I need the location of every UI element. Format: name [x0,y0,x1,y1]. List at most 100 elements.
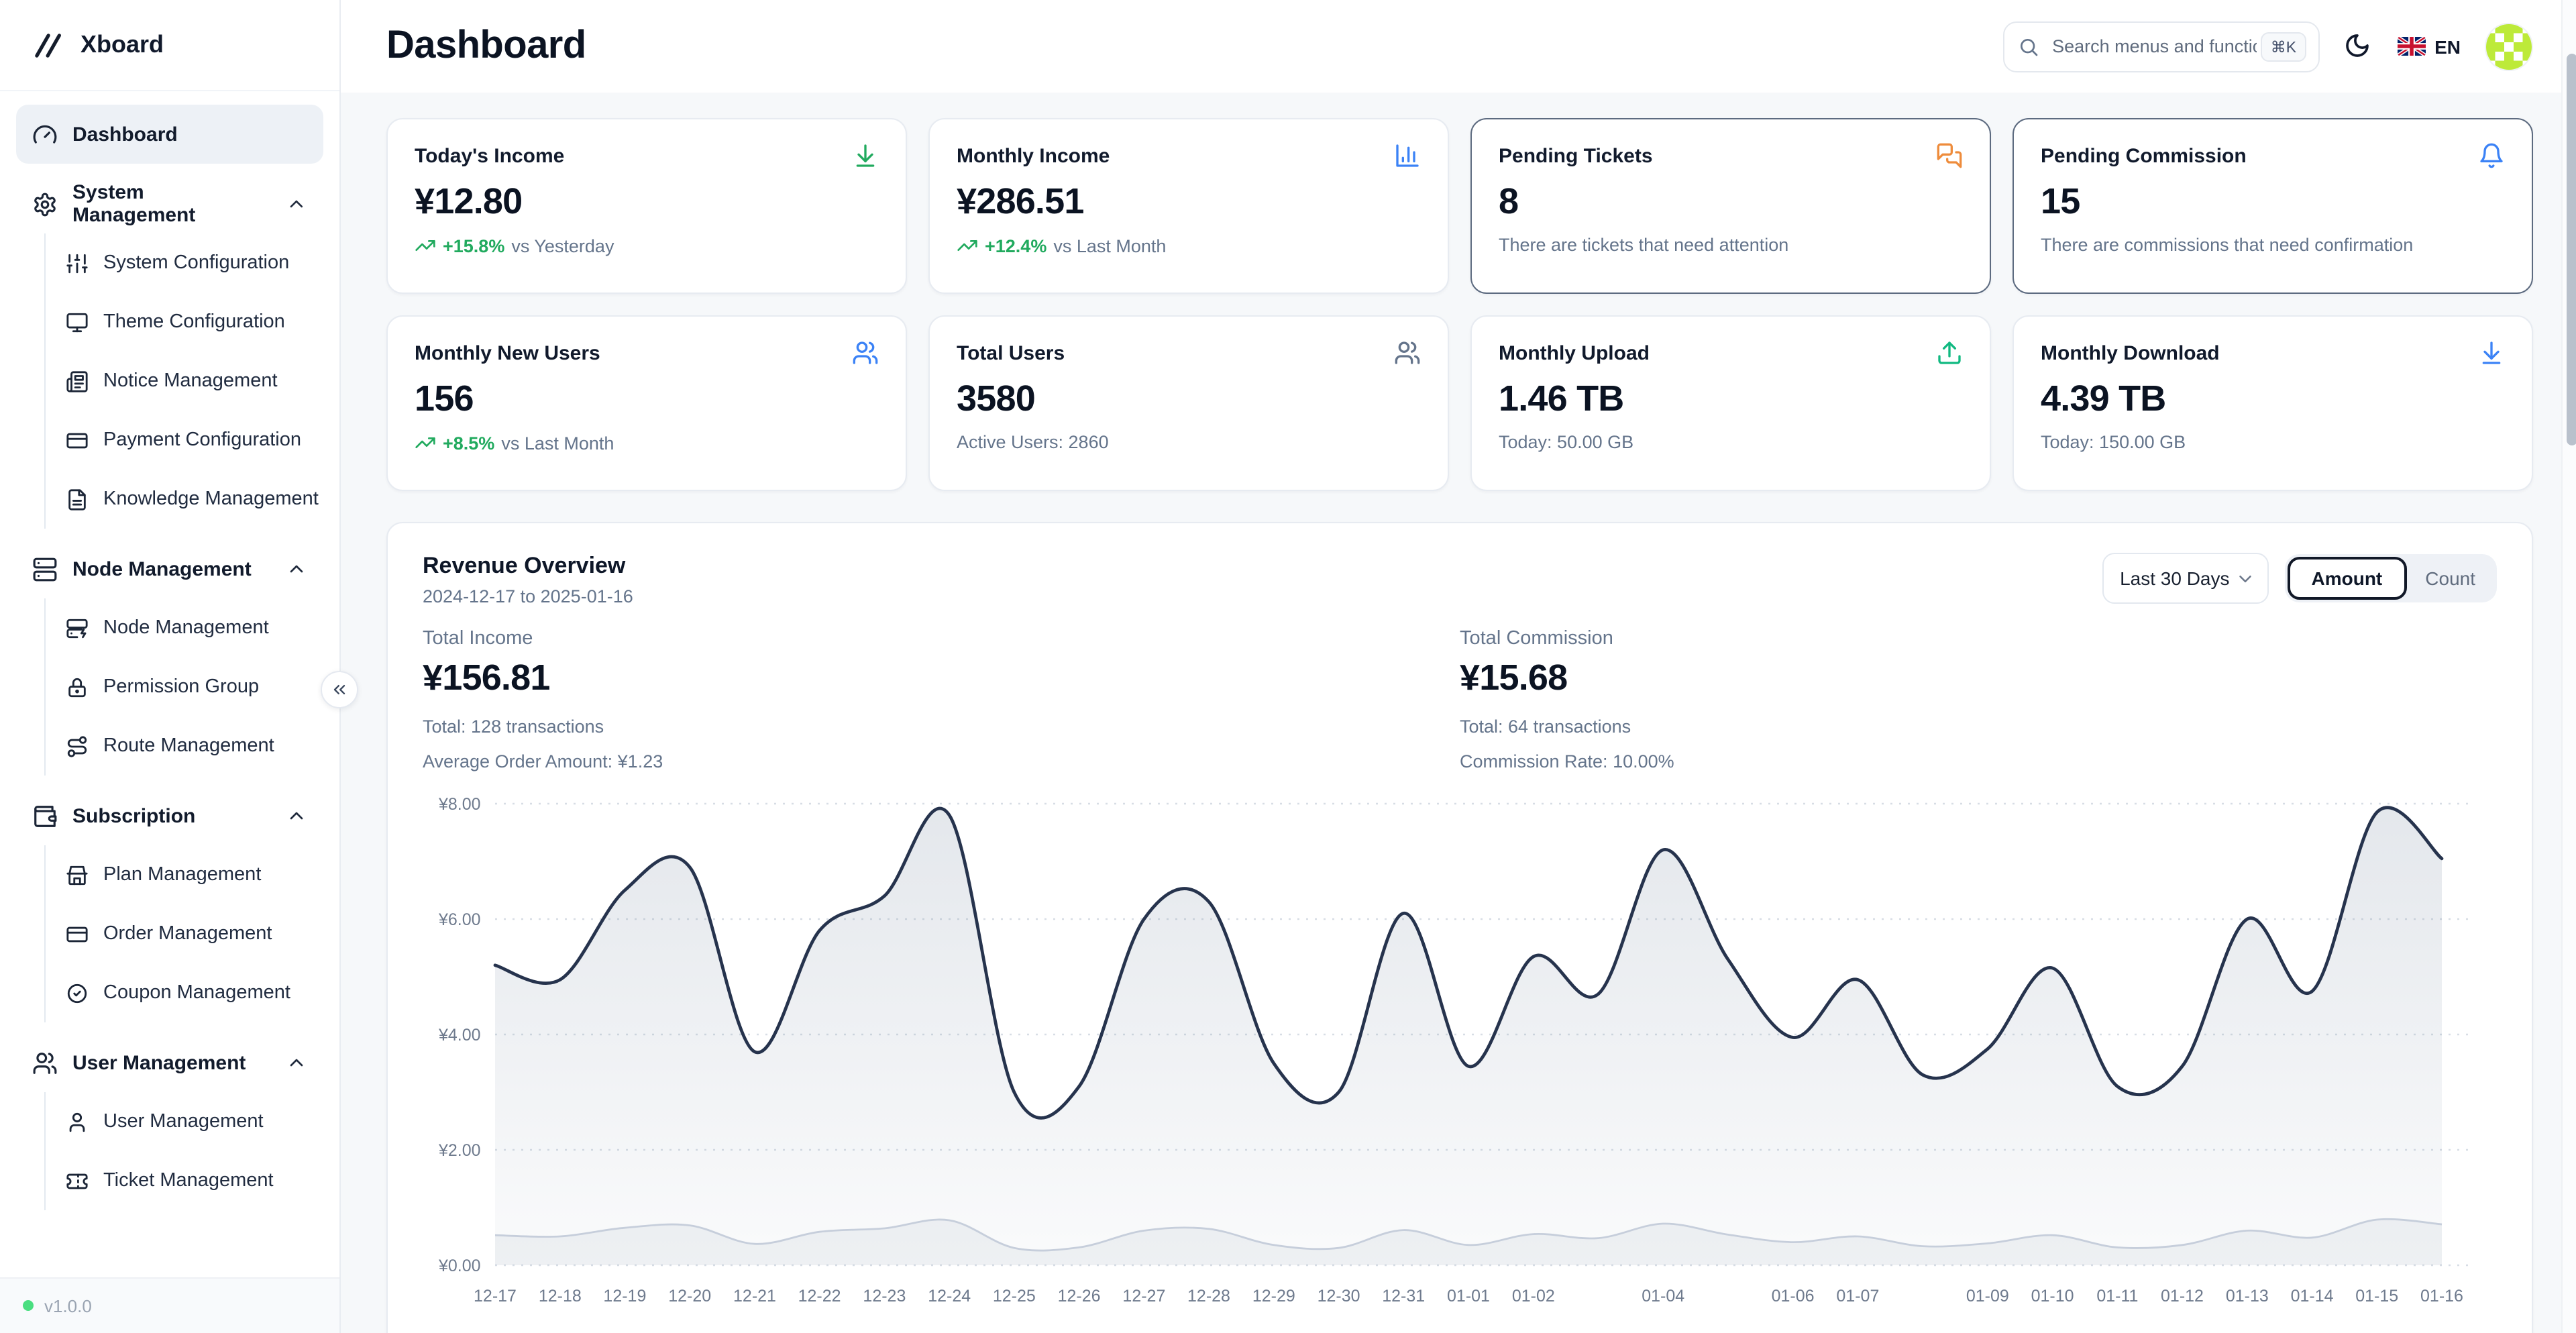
sidebar-item-node-management[interactable]: Node Management [46,598,323,657]
stat-card-monthly-upload: Monthly Upload 1.46 TB Today: 50.00 GB [1470,315,1991,491]
revenue-date-range: 2024-12-17 to 2025-01-16 [423,586,633,606]
app-name: Xboard [80,31,164,58]
stat-card-monthly-new-users: Monthly New Users 156 +8.5% vs Last Mont… [386,315,907,491]
trending-up-icon [415,235,436,256]
stat-card-value: 15 [2041,181,2080,221]
sidebar: Xboard Dashboard System Management Syste… [0,0,358,1333]
ticket-icon [66,1169,89,1192]
stat-card-title: Monthly Upload [1499,342,1650,365]
svg-text:12-22: 12-22 [798,1287,841,1305]
sidebar-collapse-button[interactable] [321,671,358,708]
total-commission-block: Total Commission ¥15.68 Total: 64 transa… [1460,628,2497,780]
upload-icon [1936,339,1963,366]
stat-card-title: Monthly Download [2041,342,2220,365]
stat-card-value: 3580 [957,378,1036,419]
total-income-block: Total Income ¥156.81 Total: 128 transact… [423,628,1460,780]
stat-card-title: Today's Income [415,145,565,168]
svg-text:¥6.00: ¥6.00 [438,910,481,929]
sidebar-group-user-management: User Management User Management Ticket M… [16,1033,323,1210]
svg-text:01-16: 01-16 [2420,1287,2463,1305]
sidebar-item-dashboard[interactable]: Dashboard [16,105,323,164]
sidebar-item-label: Dashboard [72,123,178,146]
trend-note: vs Yesterday [511,235,614,256]
sidebar-item-ticket-management[interactable]: Ticket Management [46,1151,323,1210]
count-toggle-button[interactable]: Count [2406,557,2494,600]
lock-icon [66,676,89,698]
stat-card-value: 8 [1499,181,1519,221]
sidebar-item-system-management[interactable]: System Management [16,174,323,233]
avatar[interactable] [2485,22,2533,70]
stat-card-pending-commission[interactable]: Pending Commission 15 There are commissi… [2012,118,2533,294]
server-icon [32,556,58,582]
sidebar-item-route-management[interactable]: Route Management [46,716,323,776]
revenue-chart-wrap: ¥0.00 ¥2.00 ¥4.00 ¥6.00 ¥8.00 12-17 12-18 12-19… [423,788,2497,1333]
sidebar-item-system-configuration[interactable]: System Configuration [46,233,323,292]
trend-value: +15.8% [443,235,505,256]
sidebar-item-label: User Management [72,1051,246,1074]
sidebar-item-order-management[interactable]: Order Management [46,904,323,963]
stat-card-title: Monthly New Users [415,342,600,365]
amount-toggle-button[interactable]: Amount [2287,557,2407,600]
topbar: Dashboard ⌘K [341,0,2576,93]
language-selector[interactable]: EN [2397,36,2461,57]
sidebar-item-knowledge-management[interactable]: Knowledge Management [46,470,323,529]
bell-icon [2478,142,2505,169]
users-icon [852,339,879,366]
scrollbar-track [2561,0,2576,1333]
stat-card-note: Today: 50.00 GB [1499,432,1634,452]
sidebar-group-node-management: Node Management Node Management Permissi… [16,539,323,776]
sidebar-item-notice-management[interactable]: Notice Management [46,352,323,411]
main-area: Dashboard ⌘K [341,0,2576,1333]
trend-note: vs Last Month [501,433,614,453]
svg-text:01-12: 01-12 [2161,1287,2204,1305]
sidebar-item-user-management-group[interactable]: User Management [16,1033,323,1092]
trend-note: vs Last Month [1053,235,1167,256]
sidebar-group-system-management: System Management System Configuration T… [16,174,323,529]
messages-icon [1936,142,1963,169]
sidebar-item-label: Subscription [72,804,196,827]
svg-text:¥8.00: ¥8.00 [438,795,481,814]
content: Today's Income ¥12.80 +15.8% vs Yesterda… [341,118,2576,1333]
store-icon [66,863,89,886]
sidebar-item-node-management-group[interactable]: Node Management [16,539,323,598]
period-select[interactable]: Last 30 Days [2102,553,2269,604]
search-icon [2017,36,2039,57]
total-income-value: ¥156.81 [423,657,550,698]
scrollbar-thumb[interactable] [2566,54,2576,445]
users-icon [32,1050,58,1075]
user-icon [66,1110,89,1133]
stat-card-value: 156 [415,378,474,419]
view-toggle-group: Amount Count [2284,554,2497,602]
trend-value: +8.5% [443,433,495,453]
chevron-up-icon [286,193,307,215]
svg-text:12-19: 12-19 [603,1287,646,1305]
moon-icon [2343,32,2370,58]
credit-card-icon [66,922,89,945]
app-version: v1.0.0 [44,1295,92,1316]
stat-card-value: 1.46 TB [1499,378,1624,419]
svg-text:01-09: 01-09 [1966,1287,2009,1305]
svg-text:12-28: 12-28 [1187,1287,1230,1305]
sidebar-item-permission-group[interactable]: Permission Group [46,657,323,716]
bar-chart-icon [1394,142,1421,169]
sidebar-item-user-management[interactable]: User Management [46,1092,323,1151]
svg-text:¥4.00: ¥4.00 [438,1026,481,1045]
sidebar-item-payment-configuration[interactable]: Payment Configuration [46,411,323,470]
svg-text:12-25: 12-25 [993,1287,1036,1305]
chevron-down-icon [2235,568,2255,588]
sidebar-item-plan-management[interactable]: Plan Management [46,845,323,904]
svg-text:01-15: 01-15 [2355,1287,2398,1305]
trend-value: +12.4% [985,235,1047,256]
sidebar-item-coupon-management[interactable]: Coupon Management [46,963,323,1022]
theme-toggle-button[interactable] [2343,32,2373,61]
users-icon [1394,339,1421,366]
svg-text:01-07: 01-07 [1836,1287,1879,1305]
stat-card-monthly-download: Monthly Download 4.39 TB Today: 150.00 G… [2012,315,2533,491]
sidebar-item-theme-configuration[interactable]: Theme Configuration [46,292,323,352]
sliders-icon [66,252,89,274]
stat-card-monthly-income: Monthly Income ¥286.51 +12.4% vs Last Mo… [928,118,1449,294]
stat-card-pending-tickets[interactable]: Pending Tickets 8 There are tickets that… [1470,118,1991,294]
app-logo: Xboard [0,0,339,91]
stats-row-2: Monthly New Users 156 +8.5% vs Last Mont… [386,315,2533,491]
sidebar-item-subscription[interactable]: Subscription [16,786,323,845]
